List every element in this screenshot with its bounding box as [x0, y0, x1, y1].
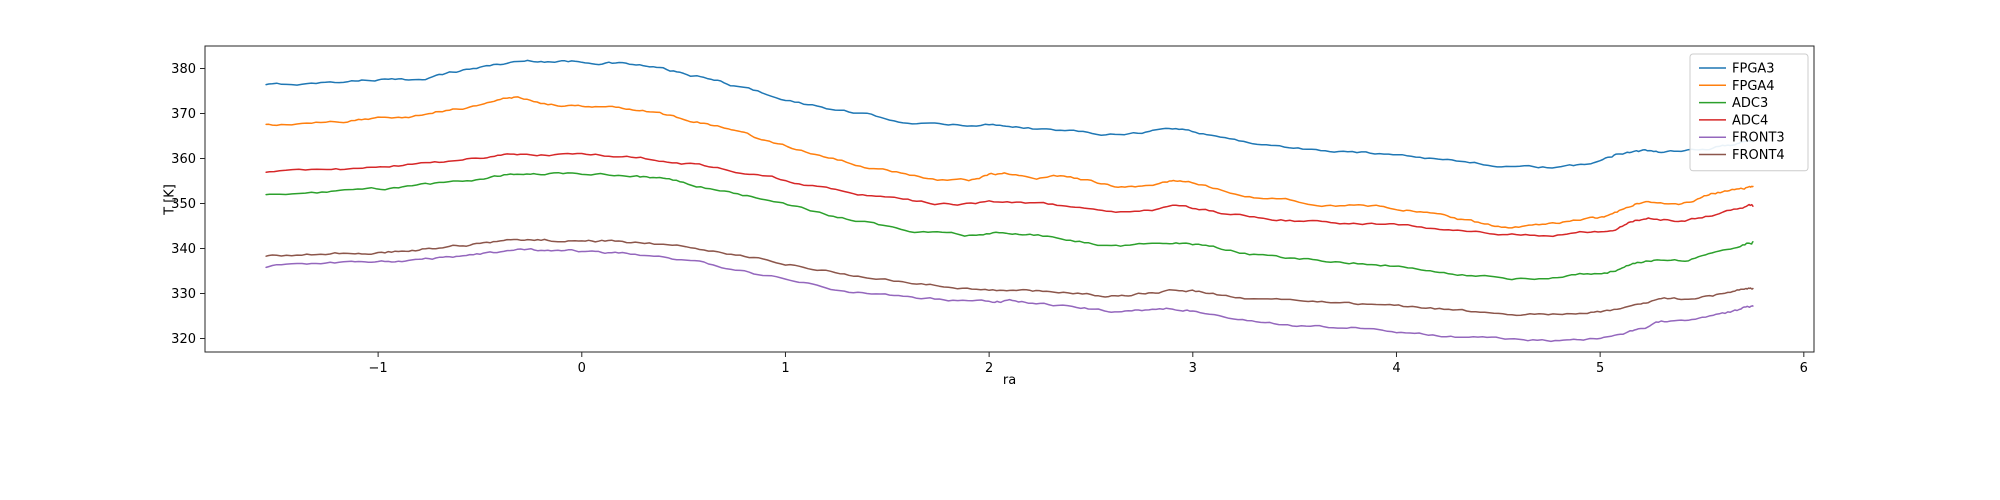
x-tick-label: 2 — [985, 361, 993, 376]
legend-label-adc3: ADC3 — [1732, 96, 1768, 111]
legend-label-fpga4: FPGA4 — [1732, 79, 1775, 94]
series-line-fpga4 — [265, 96, 1754, 229]
x-tick-label: 4 — [1392, 361, 1400, 376]
x-tick-label: 0 — [578, 361, 586, 376]
series-line-front3 — [265, 247, 1754, 343]
legend-box — [1689, 53, 1809, 172]
series-line-adc3 — [265, 171, 1754, 281]
y-tick-label: 380 — [171, 62, 196, 77]
legend-label-front3: FRONT3 — [1732, 131, 1785, 146]
x-tick-label: 5 — [1596, 361, 1604, 376]
legend-label-front4: FRONT4 — [1732, 148, 1785, 163]
y-tick-label: 330 — [171, 287, 196, 302]
y-tick-label: 320 — [171, 332, 196, 347]
y-axis-label: T [K] — [162, 184, 178, 215]
x-tick-label: −1 — [369, 361, 388, 376]
y-tick-label: 340 — [171, 242, 196, 257]
x-tick-label: 1 — [781, 361, 789, 376]
series-line-front4 — [265, 238, 1754, 317]
y-tick-label: 370 — [171, 107, 196, 122]
legend-label-fpga3: FPGA3 — [1732, 62, 1775, 77]
y-tick-label: 350 — [171, 197, 196, 212]
series-line-fpga3 — [265, 59, 1754, 169]
y-tick-label: 360 — [171, 152, 196, 167]
plot-border — [204, 45, 1815, 353]
series-line-adc4 — [265, 152, 1754, 238]
x-tick-label: 3 — [1189, 361, 1197, 376]
legend-label-adc4: ADC4 — [1732, 113, 1768, 128]
x-axis-label: ra — [1002, 373, 1017, 388]
x-tick-label: 6 — [1800, 361, 1808, 376]
